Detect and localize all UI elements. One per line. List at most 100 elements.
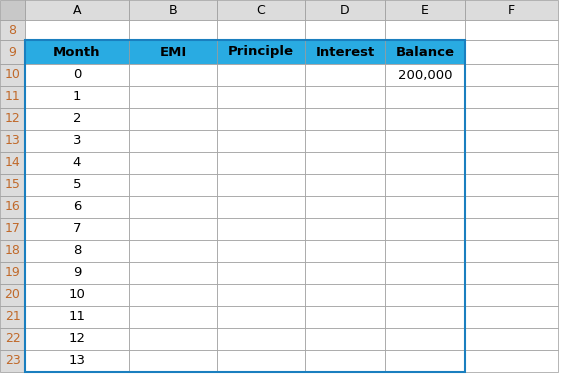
Text: Balance: Balance	[395, 45, 454, 59]
Bar	[385, 86, 465, 108]
Text: 0: 0	[73, 68, 81, 81]
Bar	[25, 86, 129, 108]
Bar	[385, 262, 465, 284]
Bar	[465, 218, 558, 240]
Bar	[25, 152, 129, 174]
Bar	[305, 0, 385, 20]
Bar	[465, 152, 558, 174]
Bar	[0, 284, 25, 306]
Text: B: B	[169, 4, 177, 16]
Bar	[129, 262, 217, 284]
Bar	[25, 130, 129, 152]
Bar	[25, 20, 129, 40]
Bar	[385, 218, 465, 240]
Bar	[465, 0, 558, 20]
Bar	[217, 218, 305, 240]
Bar	[25, 0, 129, 20]
Text: EMI: EMI	[160, 45, 187, 59]
Bar	[217, 40, 305, 64]
Bar	[217, 306, 305, 328]
Text: 15: 15	[5, 179, 20, 192]
Bar	[465, 174, 558, 196]
Bar	[465, 240, 558, 262]
Bar	[25, 218, 129, 240]
Bar	[305, 284, 385, 306]
Bar	[25, 40, 465, 372]
Bar	[129, 108, 217, 130]
Text: Month: Month	[53, 45, 101, 59]
Text: 200,000: 200,000	[398, 68, 452, 81]
Text: 20: 20	[5, 289, 20, 301]
Bar	[129, 0, 217, 20]
Bar	[25, 40, 129, 64]
Bar	[25, 262, 129, 284]
Bar	[25, 350, 129, 372]
Bar	[385, 240, 465, 262]
Bar	[0, 152, 25, 174]
Bar	[129, 284, 217, 306]
Bar	[217, 108, 305, 130]
Text: 19: 19	[5, 267, 20, 280]
Text: 1: 1	[73, 90, 81, 104]
Bar	[305, 328, 385, 350]
Bar	[217, 350, 305, 372]
Bar	[129, 64, 217, 86]
Text: 23: 23	[5, 355, 20, 368]
Text: F: F	[508, 4, 515, 16]
Bar	[0, 40, 25, 64]
Bar	[465, 196, 558, 218]
Bar	[385, 20, 465, 40]
Text: C: C	[257, 4, 265, 16]
Text: 10: 10	[5, 68, 20, 81]
Bar	[385, 0, 465, 20]
Bar	[385, 328, 465, 350]
Bar	[0, 108, 25, 130]
Text: 5: 5	[73, 179, 81, 192]
Bar	[217, 130, 305, 152]
Bar	[25, 64, 129, 86]
Bar	[385, 152, 465, 174]
Text: A: A	[73, 4, 81, 16]
Bar	[129, 196, 217, 218]
Bar	[217, 0, 305, 20]
Bar	[129, 20, 217, 40]
Bar	[0, 218, 25, 240]
Text: 13: 13	[69, 355, 86, 368]
Bar	[0, 328, 25, 350]
Bar	[385, 284, 465, 306]
Bar	[305, 218, 385, 240]
Text: 10: 10	[69, 289, 86, 301]
Bar	[305, 130, 385, 152]
Bar	[217, 174, 305, 196]
Bar	[129, 86, 217, 108]
Text: E: E	[421, 4, 429, 16]
Text: 9: 9	[9, 45, 16, 59]
Bar	[385, 40, 465, 64]
Text: 9: 9	[73, 267, 81, 280]
Bar	[305, 64, 385, 86]
Bar	[129, 306, 217, 328]
Text: 16: 16	[5, 201, 20, 213]
Bar	[129, 350, 217, 372]
Bar	[305, 108, 385, 130]
Bar	[305, 40, 385, 64]
Bar	[465, 262, 558, 284]
Bar	[385, 174, 465, 196]
Text: 21: 21	[5, 310, 20, 323]
Bar	[129, 40, 217, 64]
Text: 3: 3	[73, 135, 81, 147]
Bar	[25, 108, 129, 130]
Bar	[305, 152, 385, 174]
Bar	[0, 240, 25, 262]
Text: Principle: Principle	[228, 45, 294, 59]
Text: 18: 18	[5, 244, 20, 258]
Bar	[465, 284, 558, 306]
Bar	[465, 130, 558, 152]
Bar	[305, 196, 385, 218]
Bar	[0, 262, 25, 284]
Text: 11: 11	[69, 310, 86, 323]
Bar	[217, 196, 305, 218]
Bar	[385, 108, 465, 130]
Bar	[25, 306, 129, 328]
Bar	[129, 328, 217, 350]
